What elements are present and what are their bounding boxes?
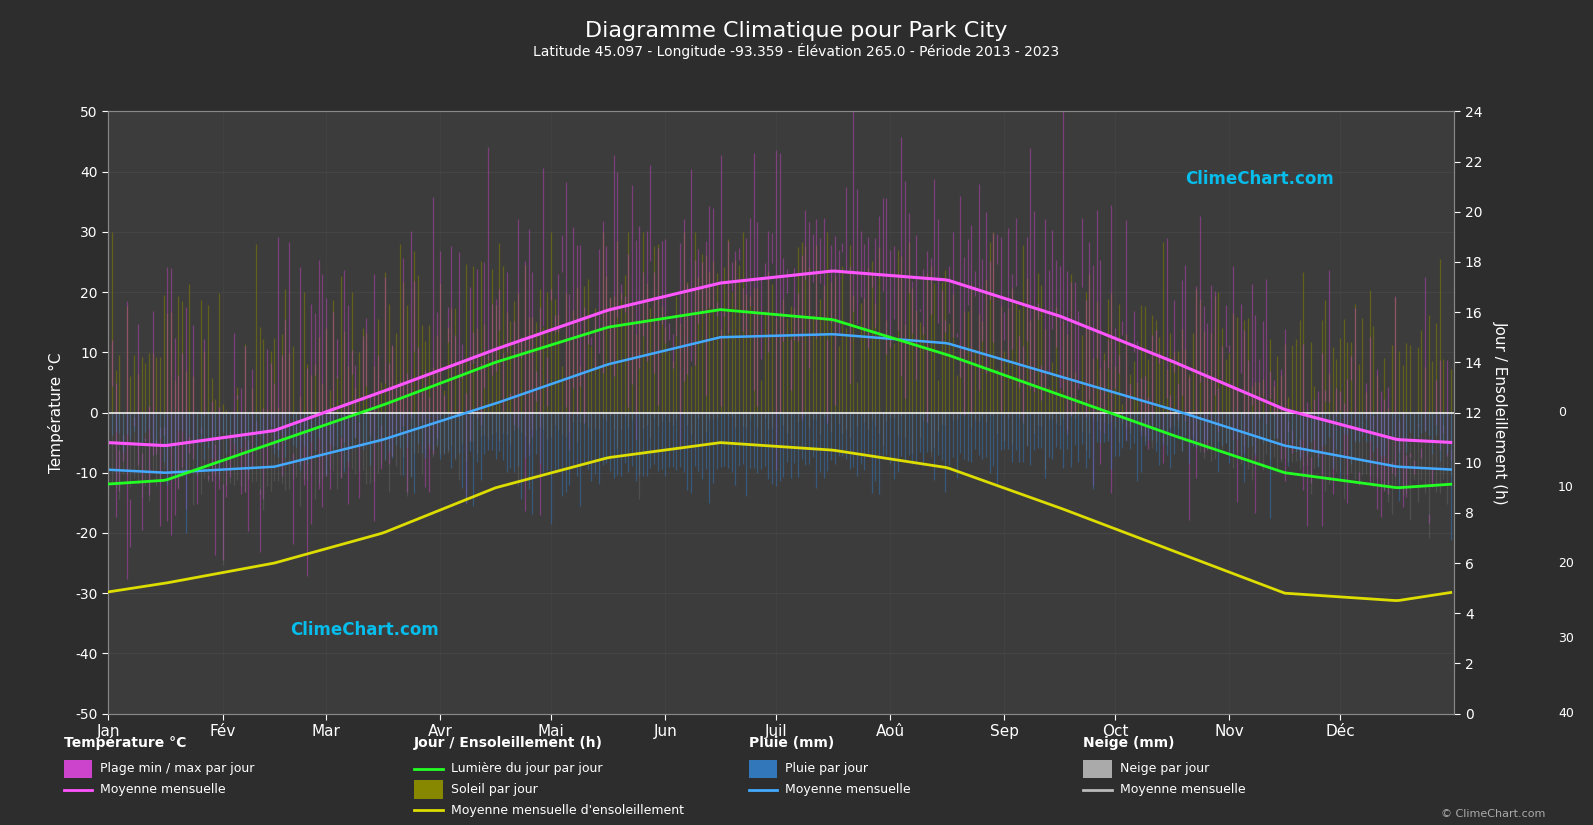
Text: Pluie par jour: Pluie par jour [785, 762, 868, 776]
Text: ClimeChart.com: ClimeChart.com [1185, 170, 1333, 187]
Text: Plage min / max par jour: Plage min / max par jour [100, 762, 255, 776]
Text: Latitude 45.097 - Longitude -93.359 - Élévation 265.0 - Période 2013 - 2023: Latitude 45.097 - Longitude -93.359 - Él… [534, 43, 1059, 59]
Text: Soleil par jour: Soleil par jour [451, 783, 537, 796]
Text: 10: 10 [1558, 481, 1574, 494]
Text: Jour / Ensoleillement (h): Jour / Ensoleillement (h) [414, 736, 604, 750]
Text: Température °C: Température °C [64, 735, 186, 750]
Text: Lumière du jour par jour: Lumière du jour par jour [451, 762, 602, 776]
Text: 30: 30 [1558, 632, 1574, 645]
Y-axis label: Température °C: Température °C [48, 352, 64, 473]
Text: Neige (mm): Neige (mm) [1083, 736, 1174, 750]
Text: Moyenne mensuelle: Moyenne mensuelle [785, 783, 911, 796]
Text: Neige par jour: Neige par jour [1120, 762, 1209, 776]
Text: Moyenne mensuelle: Moyenne mensuelle [100, 783, 226, 796]
Text: Pluie (mm): Pluie (mm) [749, 736, 835, 750]
Text: Moyenne mensuelle: Moyenne mensuelle [1120, 783, 1246, 796]
Text: 0: 0 [1558, 406, 1566, 419]
Text: 20: 20 [1558, 557, 1574, 569]
Text: Diagramme Climatique pour Park City: Diagramme Climatique pour Park City [585, 21, 1008, 40]
Y-axis label: Jour / Ensoleillement (h): Jour / Ensoleillement (h) [1493, 321, 1507, 504]
Text: ClimeChart.com: ClimeChart.com [290, 621, 438, 639]
Text: © ClimeChart.com: © ClimeChart.com [1440, 808, 1545, 818]
Text: 40: 40 [1558, 707, 1574, 720]
Text: Moyenne mensuelle d'ensoleillement: Moyenne mensuelle d'ensoleillement [451, 804, 683, 817]
